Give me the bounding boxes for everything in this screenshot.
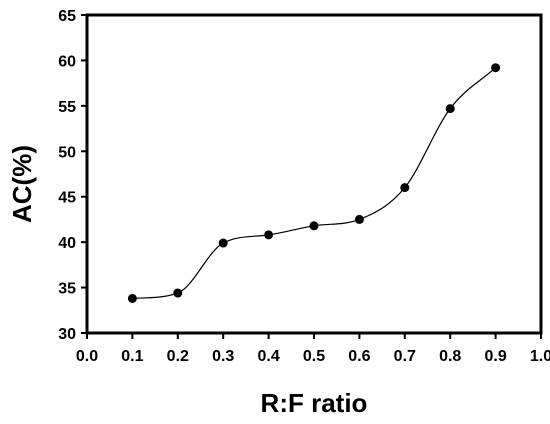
x-tick-label: 0.6 [348,348,370,365]
x-tick-label: 0.4 [257,348,279,365]
y-tick-label: 65 [58,8,76,25]
y-axis-label: AC(%) [7,145,37,223]
data-point [218,238,228,248]
x-tick-label: 1.0 [530,348,550,365]
y-tick-label: 30 [58,326,76,343]
y-tick-label: 45 [58,190,76,207]
y-tick-label: 55 [58,99,76,116]
data-point [491,63,501,73]
series-group [127,63,501,303]
x-axis-label: R:F ratio [261,388,368,418]
data-point [264,230,274,240]
plot-area-frame [85,13,543,335]
data-point [400,183,410,193]
x-tick-label: 0.3 [212,348,234,365]
x-tick-label: 0.1 [121,348,143,365]
series-line [132,67,497,300]
y-axis-ticks: 30 35 40 45 50 55 60 65 [58,8,87,343]
x-tick-label: 0.2 [167,348,189,365]
data-point [354,214,364,224]
y-tick-label: 40 [58,235,76,252]
y-tick-label: 60 [58,53,76,70]
x-axis-ticks: 0.0 0.1 0.2 0.3 0.4 0.5 0.6 0.7 0.8 0.9 1.0 [76,333,550,365]
x-tick-label: 0.0 [76,348,98,365]
y-tick-label: 35 [58,281,76,298]
plot-border [85,13,543,335]
x-tick-label: 0.5 [303,348,325,365]
y-tick-label: 50 [58,144,76,161]
data-point [445,104,455,114]
data-point [309,221,319,231]
data-point [127,293,137,303]
x-tick-label: 0.9 [484,348,506,365]
data-point [173,288,183,298]
x-tick-label: 0.7 [394,348,416,365]
x-tick-label: 0.8 [439,348,461,365]
